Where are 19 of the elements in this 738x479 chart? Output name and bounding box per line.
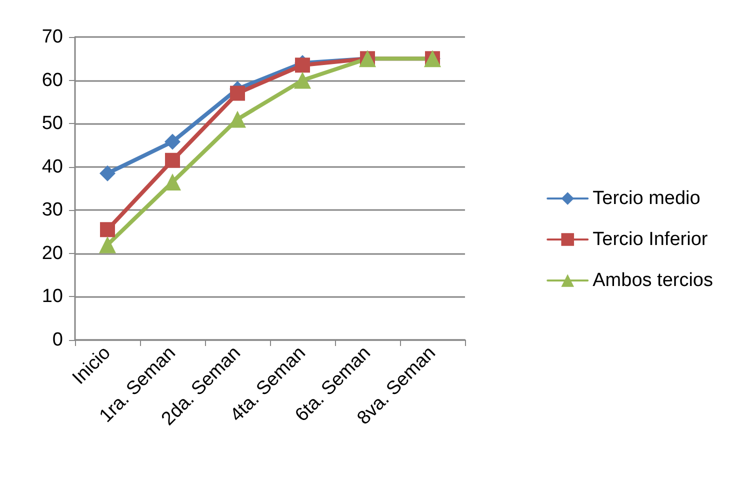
y-tick-label: 60 [42, 70, 63, 91]
y-tick-label: 0 [52, 330, 63, 350]
y-tick-label: 50 [42, 113, 63, 134]
point [230, 86, 245, 101]
point [294, 72, 311, 89]
point [165, 152, 180, 168]
y-tick-label: 40 [42, 156, 63, 178]
point [295, 58, 310, 73]
y-tick-label: 10 [42, 286, 63, 308]
point [100, 222, 115, 238]
point [164, 134, 180, 150]
y-tick-label: 30 [42, 200, 63, 221]
legend-label: Tercio Inferior [592, 229, 708, 250]
point [100, 165, 116, 182]
y-tick-label: 20 [42, 242, 63, 264]
y-tick-label: 70 [42, 26, 63, 48]
legend-label: Ambos tercios [592, 270, 713, 291]
point [99, 236, 116, 254]
legend-label: Tercio medio [592, 188, 700, 209]
